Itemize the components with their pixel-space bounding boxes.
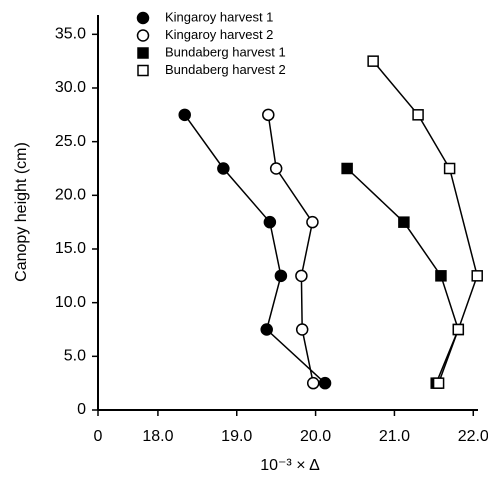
- marker: [318, 376, 332, 390]
- marker: [178, 108, 191, 122]
- marker: [471, 270, 483, 282]
- y-tick-label: 15.0: [55, 240, 86, 257]
- y-tick-label: 10.0: [55, 294, 86, 311]
- series-line: [267, 114, 314, 384]
- marker: [306, 376, 320, 390]
- x-tick-label: 21.0: [379, 428, 410, 445]
- marker: [262, 108, 275, 122]
- marker: [263, 215, 277, 229]
- marker: [137, 64, 149, 77]
- marker: [136, 29, 150, 42]
- y-tick-label: 30.0: [55, 79, 86, 96]
- legend-label: Kingaroy harvest 1: [165, 9, 273, 24]
- legend-label: Kingaroy harvest 2: [165, 27, 273, 42]
- x-tick-label: 18.0: [142, 428, 173, 445]
- marker: [432, 377, 445, 389]
- y-tick-label: 0: [77, 401, 86, 418]
- series-line: [184, 114, 326, 384]
- y-tick-label: 20.0: [55, 187, 86, 204]
- marker: [274, 269, 288, 283]
- marker: [137, 47, 149, 59]
- x-tick-label: 22.0: [458, 428, 488, 445]
- x-tick-label: 20.0: [300, 428, 331, 445]
- marker: [306, 215, 319, 229]
- marker: [260, 323, 273, 336]
- legend-label: Bundaberg harvest 2: [165, 62, 286, 77]
- marker: [269, 162, 283, 175]
- marker: [217, 162, 230, 175]
- y-tick-label: 5.0: [64, 348, 86, 365]
- y-axis-label: Canopy height (cm): [13, 142, 30, 282]
- x-axis-label: 10⁻³ × Δ: [260, 457, 320, 474]
- marker: [136, 11, 150, 25]
- marker: [452, 323, 465, 336]
- marker: [341, 162, 353, 175]
- marker: [367, 55, 379, 67]
- marker: [412, 109, 424, 121]
- marker: [398, 216, 410, 228]
- y-tick-label: 35.0: [55, 26, 86, 43]
- marker: [435, 270, 447, 282]
- marker: [295, 269, 308, 283]
- marker: [443, 162, 456, 175]
- x-tick-label: 19.0: [221, 428, 252, 445]
- marker: [295, 323, 309, 336]
- y-tick-label: 25.0: [55, 133, 86, 150]
- legend-label: Bundaberg harvest 1: [165, 44, 286, 59]
- x-tick-label: 0: [94, 428, 103, 445]
- series-line: [372, 60, 478, 384]
